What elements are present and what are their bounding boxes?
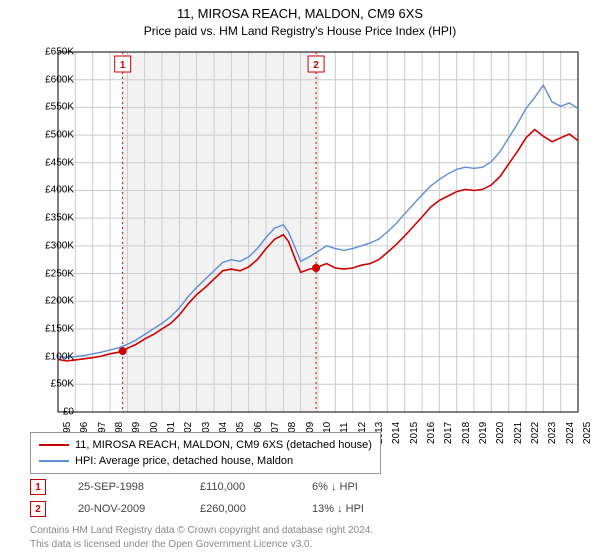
y-tick-label: £300K <box>45 240 74 251</box>
x-tick-label: 2018 <box>461 422 472 444</box>
y-tick-label: £550K <box>45 102 74 113</box>
x-tick-label: 2021 <box>513 422 524 444</box>
legend-swatch <box>39 460 69 462</box>
y-tick-label: £150K <box>45 323 74 334</box>
legend: 11, MIROSA REACH, MALDON, CM9 6XS (detac… <box>30 432 381 474</box>
y-tick-label: £100K <box>45 351 74 362</box>
x-tick-label: 2020 <box>495 422 506 444</box>
sale-delta: 13% ↓ HPI <box>312 503 364 515</box>
y-tick-label: £200K <box>45 296 74 307</box>
y-tick-label: £500K <box>45 130 74 141</box>
y-tick-label: £400K <box>45 185 74 196</box>
svg-text:1: 1 <box>120 60 126 71</box>
legend-label: HPI: Average price, detached house, Mald… <box>75 455 293 467</box>
y-tick-label: £600K <box>45 74 74 85</box>
sales-row: 2 20-NOV-2009 £260,000 13% ↓ HPI <box>30 498 364 520</box>
legend-item: 11, MIROSA REACH, MALDON, CM9 6XS (detac… <box>39 437 372 453</box>
sale-price: £110,000 <box>200 481 280 493</box>
x-tick-label: 2015 <box>409 422 420 444</box>
legend-swatch <box>39 444 69 446</box>
y-tick-label: £50K <box>51 379 74 390</box>
sale-date: 25-SEP-1998 <box>78 481 168 493</box>
footer-line: This data is licensed under the Open Gov… <box>30 538 373 552</box>
x-tick-label: 2017 <box>443 422 454 444</box>
sale-marker-icon: 2 <box>30 501 46 517</box>
sale-price: £260,000 <box>200 503 280 515</box>
footer-attribution: Contains HM Land Registry data © Crown c… <box>30 524 373 551</box>
svg-text:2: 2 <box>313 60 319 71</box>
sales-row: 1 25-SEP-1998 £110,000 6% ↓ HPI <box>30 476 364 498</box>
sale-date: 20-NOV-2009 <box>78 503 168 515</box>
line-chart: 12 <box>58 52 578 412</box>
sale-delta: 6% ↓ HPI <box>312 481 358 493</box>
x-tick-label: 2016 <box>426 422 437 444</box>
x-tick-label: 2022 <box>530 422 541 444</box>
x-tick-label: 2019 <box>478 422 489 444</box>
y-tick-label: £650K <box>45 47 74 58</box>
chart-area: 12 <box>58 52 578 412</box>
legend-item: HPI: Average price, detached house, Mald… <box>39 453 372 469</box>
x-tick-label: 2024 <box>565 422 576 444</box>
chart-title-line2: Price paid vs. HM Land Registry's House … <box>0 21 600 38</box>
footer-line: Contains HM Land Registry data © Crown c… <box>30 524 373 538</box>
y-tick-label: £450K <box>45 157 74 168</box>
y-tick-label: £250K <box>45 268 74 279</box>
legend-label: 11, MIROSA REACH, MALDON, CM9 6XS (detac… <box>75 439 372 451</box>
x-tick-label: 2023 <box>547 422 558 444</box>
sales-table: 1 25-SEP-1998 £110,000 6% ↓ HPI 2 20-NOV… <box>30 476 364 520</box>
y-tick-label: £350K <box>45 213 74 224</box>
x-tick-label: 2025 <box>582 422 593 444</box>
y-tick-label: £0 <box>63 407 74 418</box>
x-tick-label: 2014 <box>391 422 402 444</box>
sale-marker-icon: 1 <box>30 479 46 495</box>
chart-title-line1: 11, MIROSA REACH, MALDON, CM9 6XS <box>0 0 600 21</box>
